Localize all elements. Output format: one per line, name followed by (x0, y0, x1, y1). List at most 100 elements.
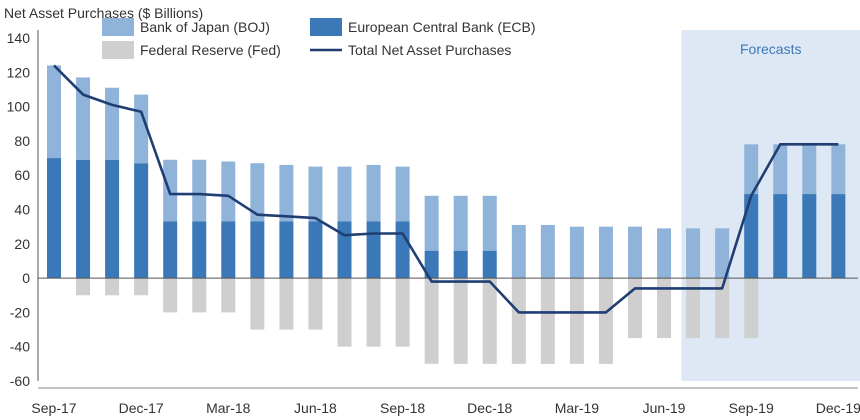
bar-fed (337, 278, 352, 347)
bar-ecb (802, 194, 817, 279)
bar-fed (250, 278, 265, 330)
bar-fed (569, 278, 584, 364)
x-tick-label: Dec-18 (467, 400, 512, 416)
y-tick-label: 40 (14, 202, 30, 218)
bar-ecb (831, 194, 846, 279)
x-tick-label: Sep-18 (380, 400, 425, 416)
bar-fed (715, 278, 730, 339)
bar-boj (308, 166, 323, 222)
legend-swatch (102, 41, 134, 59)
bar-ecb (105, 159, 120, 279)
bar-boj (569, 226, 584, 279)
bar-ecb (308, 221, 323, 279)
forecast-label: Forecasts (740, 41, 801, 57)
bar-boj (192, 159, 207, 222)
bar-fed (395, 278, 410, 347)
bar-ecb (395, 221, 410, 279)
x-tick-label: Mar-18 (206, 400, 251, 416)
total-net-line (53, 64, 839, 314)
bar-boj (831, 144, 846, 195)
bar-boj (424, 195, 439, 251)
bar-boj (540, 224, 555, 279)
bar-boj (105, 87, 120, 160)
bar-boj (628, 226, 642, 279)
bar-boj (511, 224, 526, 279)
bar-fed (192, 278, 207, 313)
bar-fed (308, 278, 323, 330)
bar-ecb (250, 221, 265, 279)
legend-swatch (102, 18, 134, 36)
bar-ecb (221, 221, 236, 279)
legend-label: European Central Bank (ECB) (348, 19, 536, 35)
bar-boj (221, 161, 236, 222)
bar-ecb (47, 158, 61, 279)
legend-item: European Central Bank (ECB) (310, 18, 536, 36)
bar-boj (773, 144, 788, 195)
x-tick-label: Mar-19 (555, 400, 600, 416)
bar-ecb (424, 250, 439, 279)
y-tick-label: 80 (14, 133, 30, 149)
bar-boj (686, 228, 701, 279)
bar-boj (76, 77, 91, 160)
legend-swatch (310, 18, 342, 36)
bar-fed (657, 278, 672, 339)
bar-fed (482, 278, 497, 364)
bar-fed (686, 278, 701, 339)
bar-fed (424, 278, 439, 364)
y-tick-label: 120 (7, 64, 31, 80)
legend-item: Bank of Japan (BOJ) (102, 18, 270, 36)
bar-boj (715, 228, 730, 279)
x-tick-label: Sep-17 (31, 400, 76, 416)
bar-ecb (337, 221, 352, 279)
bar-ecb (76, 159, 91, 279)
bar-ecb (366, 221, 381, 279)
bar-boj (453, 195, 468, 251)
legend-item: Federal Reserve (Fed) (102, 41, 281, 59)
legend: Bank of Japan (BOJ) European Central Bank… (102, 18, 536, 59)
bar-fed (163, 278, 178, 313)
bar-boj (337, 166, 352, 222)
bar-boj (802, 144, 817, 195)
y-tick-label: 140 (7, 30, 31, 46)
y-tick-label: 100 (7, 99, 31, 115)
bar-boj (657, 228, 672, 279)
y-tick-label: -40 (10, 339, 30, 355)
bar-ecb (134, 163, 149, 279)
bar-ecb (279, 221, 294, 279)
bar-fed (598, 278, 613, 364)
bar-boj (47, 65, 61, 159)
total-line-group (53, 64, 839, 314)
x-tick-label: Dec-19 (816, 400, 860, 416)
legend-label: Total Net Asset Purchases (348, 42, 511, 58)
bar-fed (366, 278, 381, 347)
bar-fed (511, 278, 526, 364)
forecast-band (681, 30, 860, 381)
bar-fed (279, 278, 294, 330)
y-tick-label: 20 (14, 236, 30, 252)
bar-fed (134, 278, 149, 296)
bar-boj (598, 226, 613, 279)
bars-group (47, 65, 846, 364)
bar-boj (744, 144, 759, 195)
bar-boj (279, 164, 294, 222)
bar-fed (453, 278, 468, 364)
x-tick-label: Jun-18 (294, 400, 337, 416)
y-tick-label: -60 (10, 373, 30, 389)
bar-ecb (163, 221, 178, 279)
bar-ecb (453, 250, 468, 279)
bar-boj (250, 163, 265, 222)
x-tick-label: Dec-17 (119, 400, 164, 416)
y-tick-label: -20 (10, 304, 30, 320)
legend-label: Federal Reserve (Fed) (140, 42, 281, 58)
bar-boj (395, 166, 410, 222)
legend-item: Total Net Asset Purchases (310, 42, 511, 58)
bar-boj (366, 164, 381, 222)
y-tick-label: 0 (22, 270, 30, 286)
bar-ecb (192, 221, 207, 279)
x-tick-label: Jun-19 (643, 400, 686, 416)
bar-fed (105, 278, 120, 296)
chart-title: Net Asset Purchases ($ Billions) (4, 5, 203, 21)
